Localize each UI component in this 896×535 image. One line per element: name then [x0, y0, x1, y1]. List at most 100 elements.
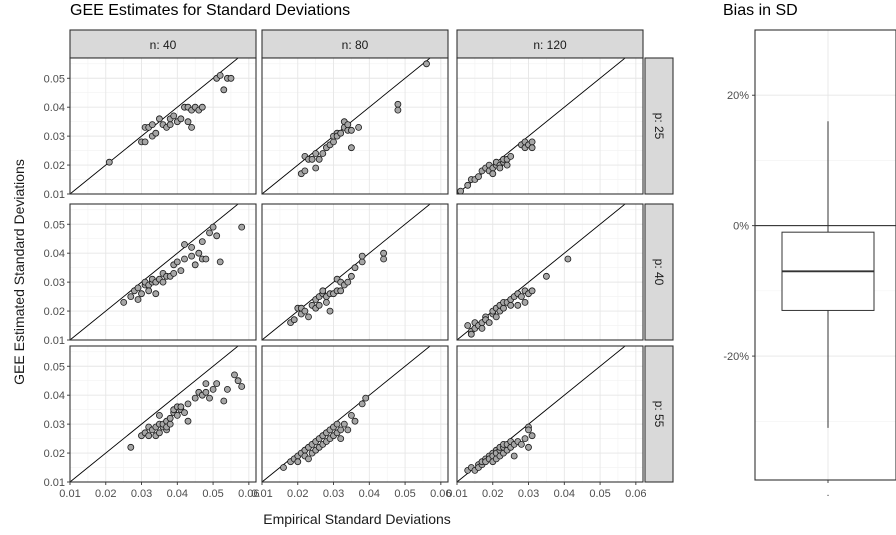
scatter-point: [308, 155, 316, 163]
scatter-point: [223, 385, 231, 393]
identity-line: [70, 346, 239, 482]
facet-panel: [456, 345, 644, 483]
facet-panels: n: 40 n: 80 n: 120 p: 25 p: 40 p: 55 0.01 0.02 0…: [44, 29, 674, 500]
panel-border: [456, 345, 644, 483]
x-tick-label: 0.05: [202, 488, 223, 500]
x-tick-label: 0.03: [131, 488, 152, 500]
scatter-point: [280, 464, 287, 471]
scatter-point: [206, 394, 213, 402]
scatter-point: [380, 255, 388, 263]
scatter-point: [518, 293, 525, 301]
scatter-point: [206, 229, 213, 237]
scatter-point: [358, 258, 366, 266]
x-tick-label: 0.01: [59, 488, 80, 500]
scatter-point: [362, 394, 370, 402]
scatter-point: [344, 278, 352, 286]
scatter-point: [503, 161, 511, 169]
scatter-point: [358, 400, 366, 408]
scatter-point: [145, 432, 153, 440]
scatter-point: [340, 420, 348, 428]
panel-border: [456, 57, 644, 195]
scatter-point: [347, 126, 355, 134]
scatter-point: [173, 411, 181, 419]
scatter-point: [380, 249, 388, 257]
facet-strip-row: [644, 345, 674, 483]
scatter-point: [423, 60, 430, 68]
scatter-point: [315, 301, 323, 309]
scatter-point: [305, 313, 312, 321]
scatter-point: [315, 155, 323, 163]
scatter-point: [181, 241, 188, 248]
facet-chart-title: GEE Estimates for Standard Deviations: [70, 2, 350, 19]
facet-panel: [69, 345, 257, 483]
scatter-point: [159, 278, 167, 286]
scatter-point: [351, 264, 359, 272]
scatter-point: [489, 170, 497, 178]
scatter-point: [528, 432, 536, 440]
scatter-point: [198, 238, 206, 246]
scatter-point: [145, 287, 153, 295]
scatter-point: [319, 150, 327, 157]
scatter-point: [155, 115, 163, 123]
scatter-point: [127, 443, 135, 451]
scatter-point: [464, 322, 472, 329]
scatter-point: [326, 307, 334, 315]
y-axis-title: GEE Estimated Standard Deviations: [11, 159, 27, 385]
scatter-point: [152, 129, 160, 137]
scatter-point: [220, 86, 228, 94]
scatter-point: [290, 316, 298, 324]
bias-y-tick-label: 0%: [733, 221, 749, 233]
scatter-point: [528, 138, 536, 146]
scatter-point: [525, 426, 532, 434]
scatter-point: [177, 403, 185, 411]
scatter-point: [344, 121, 352, 128]
scatter-point: [521, 435, 529, 443]
scatter-point: [507, 152, 515, 160]
scatter-point: [347, 411, 355, 419]
y-tick-label: 0.01: [44, 477, 65, 489]
x-tick-label: 0.02: [95, 488, 116, 500]
bias-y-tick-label: -20%: [723, 351, 749, 363]
scatter-point: [322, 298, 330, 306]
x-tick-label: 0.02: [482, 488, 503, 500]
scatter-point: [478, 324, 486, 332]
facet-panel: [261, 345, 449, 483]
panel-border: [69, 345, 257, 483]
scatter-point: [330, 138, 337, 146]
x-tick-label: 0.03: [323, 488, 344, 500]
scatter-point: [152, 290, 160, 298]
scatter-point: [351, 417, 359, 425]
facet-strip-col-label: n: 80: [342, 38, 369, 52]
x-tick-label: 0.04: [359, 488, 380, 500]
scatter-point: [319, 287, 327, 295]
scatter-point: [496, 164, 504, 172]
y-tick-label: 0.02: [44, 160, 65, 172]
scatter-point: [191, 261, 199, 269]
scatter-point: [337, 435, 345, 443]
y-tick-label: 0.03: [44, 277, 65, 289]
facet-strip-row-label: p: 55: [652, 401, 666, 428]
scatter-point: [138, 290, 145, 298]
scatter-point: [155, 429, 163, 437]
scatter-point: [394, 106, 402, 114]
scatter-point: [358, 252, 366, 260]
scatter-point: [485, 319, 493, 327]
scatter-point: [220, 397, 228, 405]
bias-panel-border: [754, 29, 896, 481]
identity-line: [70, 204, 239, 340]
scatter-point: [202, 255, 210, 263]
scatter-point: [337, 426, 345, 434]
scatter-point: [333, 420, 341, 428]
y-tick-label: 0.05: [44, 73, 65, 85]
scatter-point: [170, 112, 178, 120]
scatter-point: [134, 296, 142, 303]
scatter-point: [238, 223, 246, 231]
facet-strip-row-label: p: 40: [652, 259, 666, 286]
facet-strip-row: [644, 57, 674, 195]
y-tick-label: 0.04: [44, 248, 65, 260]
x-tick-label: 0.01: [251, 488, 272, 500]
scatter-point: [347, 272, 355, 280]
facet-strip-row: [644, 203, 674, 341]
x-tick-label: 0.06: [238, 488, 259, 500]
